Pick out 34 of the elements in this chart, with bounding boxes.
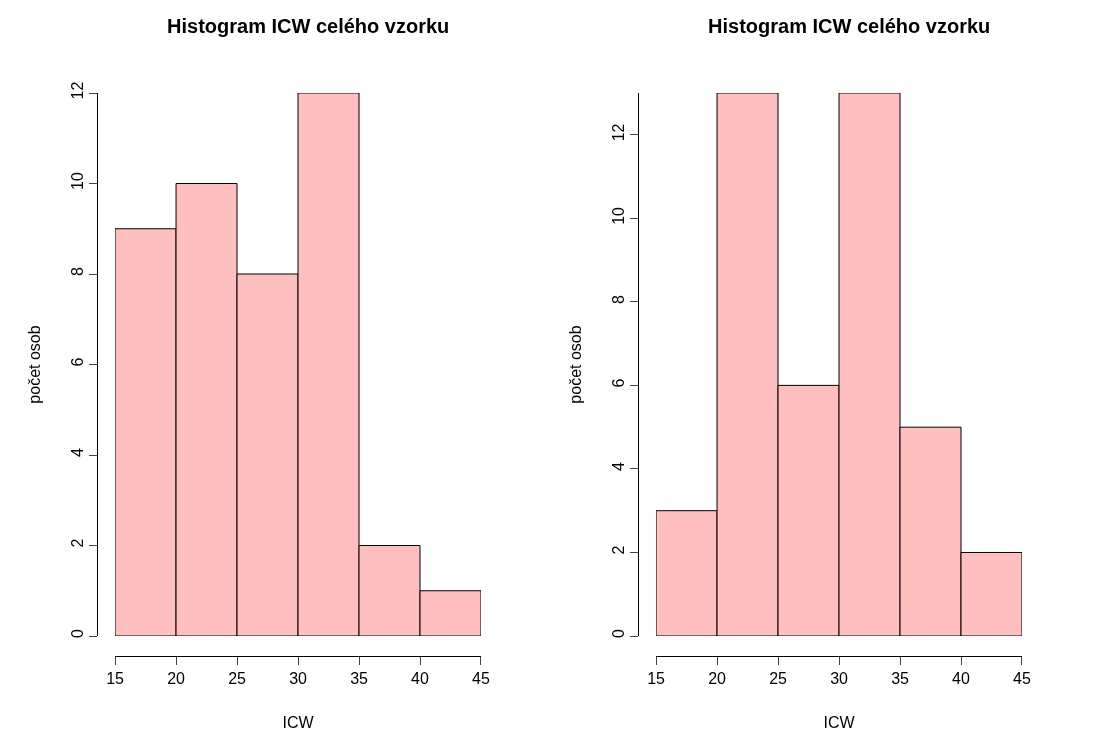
x-tick-label: 40: [411, 670, 430, 688]
x-tick-label: 15: [647, 670, 666, 688]
x-tick-label: 25: [769, 670, 788, 688]
y-tick-label: 6: [68, 357, 86, 367]
y-tick-label: 10: [609, 206, 627, 225]
y-tick-label: 8: [68, 267, 86, 277]
y-tick-label: 12: [609, 123, 627, 142]
x-tick-label: 45: [472, 670, 490, 688]
x-tick-label: 30: [830, 670, 849, 688]
y-tick-label: 0: [68, 629, 86, 639]
chart-title: Histogram ICW celého vzorku: [167, 15, 450, 38]
y-tick-label: 4: [609, 461, 627, 471]
y-tick-label: 2: [68, 538, 86, 548]
x-axis-title: ICW: [823, 713, 856, 731]
y-axis-title: počet osob: [567, 325, 585, 404]
x-tick-label: 40: [952, 670, 971, 688]
x-tick-label: 35: [891, 670, 910, 688]
x-tick-label: 30: [289, 670, 308, 688]
y-tick-label: 4: [68, 448, 86, 458]
x-tick-label: 35: [350, 670, 369, 688]
x-tick-label: 20: [167, 670, 186, 688]
chart-title: Histogram ICW celého vzorku: [708, 15, 991, 38]
y-tick-label: 2: [609, 545, 627, 555]
x-tick-label: 15: [106, 670, 125, 688]
y-tick-label: 12: [68, 81, 86, 100]
x-axis-title: ICW: [282, 713, 315, 731]
y-axis-title: počet osob: [26, 325, 44, 404]
x-tick-label: 25: [228, 670, 247, 688]
x-tick-label: 45: [1013, 670, 1031, 688]
x-tick-label: 20: [708, 670, 727, 688]
y-tick-label: 6: [609, 378, 627, 388]
y-tick-label: 8: [609, 294, 627, 304]
y-tick-label: 10: [68, 172, 86, 190]
y-tick-label: 0: [609, 629, 627, 639]
